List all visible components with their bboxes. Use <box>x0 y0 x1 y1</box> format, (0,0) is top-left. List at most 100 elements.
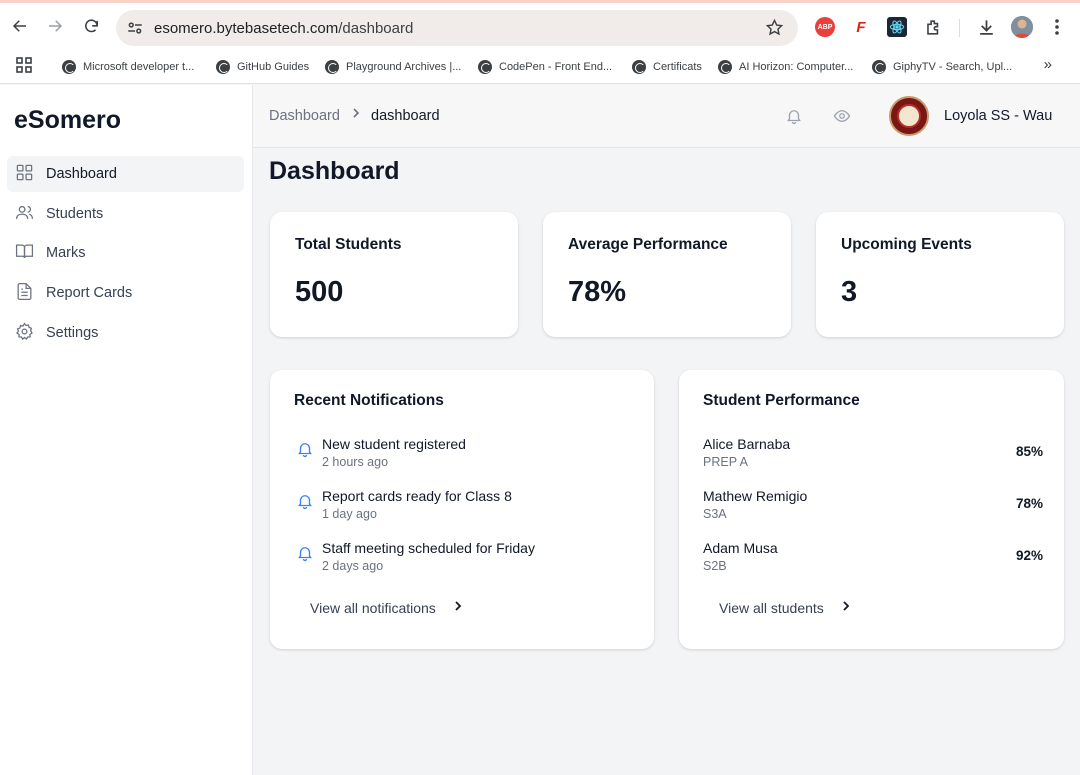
bookmark-item[interactable]: CodePen - Front End... <box>478 56 612 78</box>
notification-time: 2 days ago <box>322 559 384 573</box>
globe-icon <box>632 60 646 74</box>
browser-menu-icon[interactable] <box>1047 17 1067 37</box>
panel-title: Recent Notifications <box>294 392 444 409</box>
notification-time: 1 day ago <box>322 507 377 521</box>
adblock-extension-icon[interactable]: ABP <box>815 17 835 37</box>
sidebar-item-label: Report Cards <box>46 285 133 301</box>
sidebar-item-label: Marks <box>46 245 86 261</box>
reload-icon[interactable] <box>80 15 102 37</box>
chevron-right-icon <box>350 106 362 124</box>
extensions-puzzle-icon[interactable] <box>923 17 943 37</box>
forward-icon[interactable] <box>44 15 66 37</box>
stat-card-average-performance: Average Performance 78% <box>543 212 791 337</box>
breadcrumb-root[interactable]: Dashboard <box>269 108 340 124</box>
book-icon <box>15 242 46 265</box>
view-all-notifications-link[interactable]: View all notifications <box>310 599 464 616</box>
globe-icon <box>478 60 492 74</box>
student-performance-panel: Student Performance Alice Barnaba PREP A… <box>679 370 1064 649</box>
globe-icon <box>62 60 76 74</box>
sidebar-item-label: Settings <box>46 325 99 341</box>
notification-time: 2 hours ago <box>322 455 389 469</box>
react-devtools-icon[interactable] <box>887 17 907 37</box>
users-icon <box>15 203 46 226</box>
student-row[interactable]: Alice Barnaba PREP A 85% <box>703 436 1043 476</box>
student-row[interactable]: Adam Musa S2B 92% <box>703 540 1043 580</box>
app-brand[interactable]: eSomero <box>14 106 121 134</box>
bookmark-item[interactable]: AI Horizon: Computer... <box>718 56 853 78</box>
bell-icon <box>296 492 314 515</box>
notification-item[interactable]: New student registered 2 hours ago <box>294 436 634 476</box>
view-all-label: View all notifications <box>310 599 436 616</box>
f-extension-icon[interactable]: F <box>856 18 866 36</box>
back-icon[interactable] <box>9 15 31 37</box>
notification-title: New student registered <box>322 436 466 452</box>
download-icon[interactable] <box>976 17 996 37</box>
stat-label: Average Performance <box>568 236 728 253</box>
student-score: 85% <box>1015 444 1043 459</box>
school-name[interactable]: Loyola SS - Wau <box>944 108 1053 124</box>
eye-icon[interactable] <box>833 107 851 130</box>
school-logo[interactable] <box>889 96 929 136</box>
sidebar-item-settings[interactable]: Settings <box>7 315 244 351</box>
stat-card-upcoming-events: Upcoming Events 3 <box>816 212 1064 337</box>
stat-label: Upcoming Events <box>841 236 972 253</box>
bookmarks-bar: Microsoft developer t... GitHub Guides P… <box>0 51 1080 84</box>
chevron-right-icon <box>824 599 852 616</box>
sidebar-item-label: Dashboard <box>46 166 117 182</box>
bell-icon <box>296 544 314 567</box>
globe-icon <box>872 60 886 74</box>
gear-icon <box>15 321 46 345</box>
page-title: Dashboard <box>269 157 400 185</box>
breadcrumb-current: dashboard <box>371 108 440 124</box>
student-class: S3A <box>703 507 727 521</box>
notification-title: Report cards ready for Class 8 <box>322 488 512 504</box>
notification-item[interactable]: Staff meeting scheduled for Friday 2 day… <box>294 540 634 580</box>
bookmark-star-icon[interactable] <box>765 18 784 42</box>
address-bar[interactable]: esomero.bytebasetech.com/dashboard <box>116 10 798 46</box>
student-name: Mathew Remigio <box>703 488 808 504</box>
stat-card-total-students: Total Students 500 <box>270 212 518 337</box>
bookmark-item[interactable]: Certificats <box>632 56 702 78</box>
bookmark-item[interactable]: Playground Archives |... <box>325 56 461 78</box>
site-settings-icon[interactable] <box>126 19 144 42</box>
profile-avatar-icon[interactable] <box>1011 16 1033 38</box>
view-all-students-link[interactable]: View all students <box>719 599 852 616</box>
globe-icon <box>325 60 339 74</box>
chevron-right-icon <box>436 599 464 616</box>
sidebar: eSomero Dashboard Students Marks Report … <box>0 85 253 775</box>
notifications-panel: Recent Notifications New student registe… <box>270 370 654 649</box>
student-score: 92% <box>1015 548 1043 563</box>
student-name: Alice Barnaba <box>703 436 791 452</box>
stat-value: 500 <box>295 276 344 308</box>
bookmark-item[interactable]: GitHub Guides <box>216 56 309 78</box>
sidebar-item-report-cards[interactable]: Report Cards <box>7 275 244 311</box>
stat-value: 3 <box>841 276 858 308</box>
view-all-label: View all students <box>719 599 824 616</box>
browser-toolbar: esomero.bytebasetech.com/dashboard ABP F <box>0 0 1080 51</box>
more-bookmarks-button[interactable]: » <box>1043 56 1052 73</box>
globe-icon <box>718 60 732 74</box>
notification-title: Staff meeting scheduled for Friday <box>322 540 535 556</box>
document-icon <box>15 282 46 305</box>
student-row[interactable]: Mathew Remigio S3A 78% <box>703 488 1043 528</box>
student-class: S2B <box>703 559 727 573</box>
sidebar-item-label: Students <box>46 206 104 222</box>
url-text[interactable]: esomero.bytebasetech.com/dashboard <box>154 20 414 37</box>
student-score: 78% <box>1015 496 1043 511</box>
apps-grid-icon[interactable] <box>16 57 32 78</box>
bookmark-item[interactable]: GiphyTV - Search, Upl... <box>872 56 1012 78</box>
bookmark-item[interactable]: Microsoft developer t... <box>62 56 194 78</box>
sidebar-item-students[interactable]: Students <box>7 196 244 232</box>
sidebar-item-marks[interactable]: Marks <box>7 235 244 271</box>
toolbar-divider <box>959 19 960 37</box>
bell-icon <box>296 440 314 463</box>
stat-value: 78% <box>568 276 627 308</box>
notifications-bell-icon[interactable] <box>785 107 803 130</box>
app-header: Dashboard dashboard Loyola SS - Wau <box>253 85 1080 148</box>
sidebar-item-dashboard[interactable]: Dashboard <box>7 156 244 192</box>
panel-title: Student Performance <box>703 392 860 409</box>
student-name: Adam Musa <box>703 540 778 556</box>
notification-item[interactable]: Report cards ready for Class 8 1 day ago <box>294 488 634 528</box>
stat-label: Total Students <box>295 236 402 253</box>
grid-icon <box>15 163 46 186</box>
